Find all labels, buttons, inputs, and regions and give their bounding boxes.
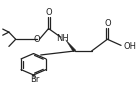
Polygon shape (66, 40, 76, 52)
Text: NH: NH (56, 34, 69, 43)
Text: O: O (104, 19, 111, 28)
Text: O: O (45, 8, 52, 17)
Text: OH: OH (123, 42, 136, 51)
Text: Br: Br (30, 75, 40, 84)
Text: O: O (34, 35, 40, 44)
